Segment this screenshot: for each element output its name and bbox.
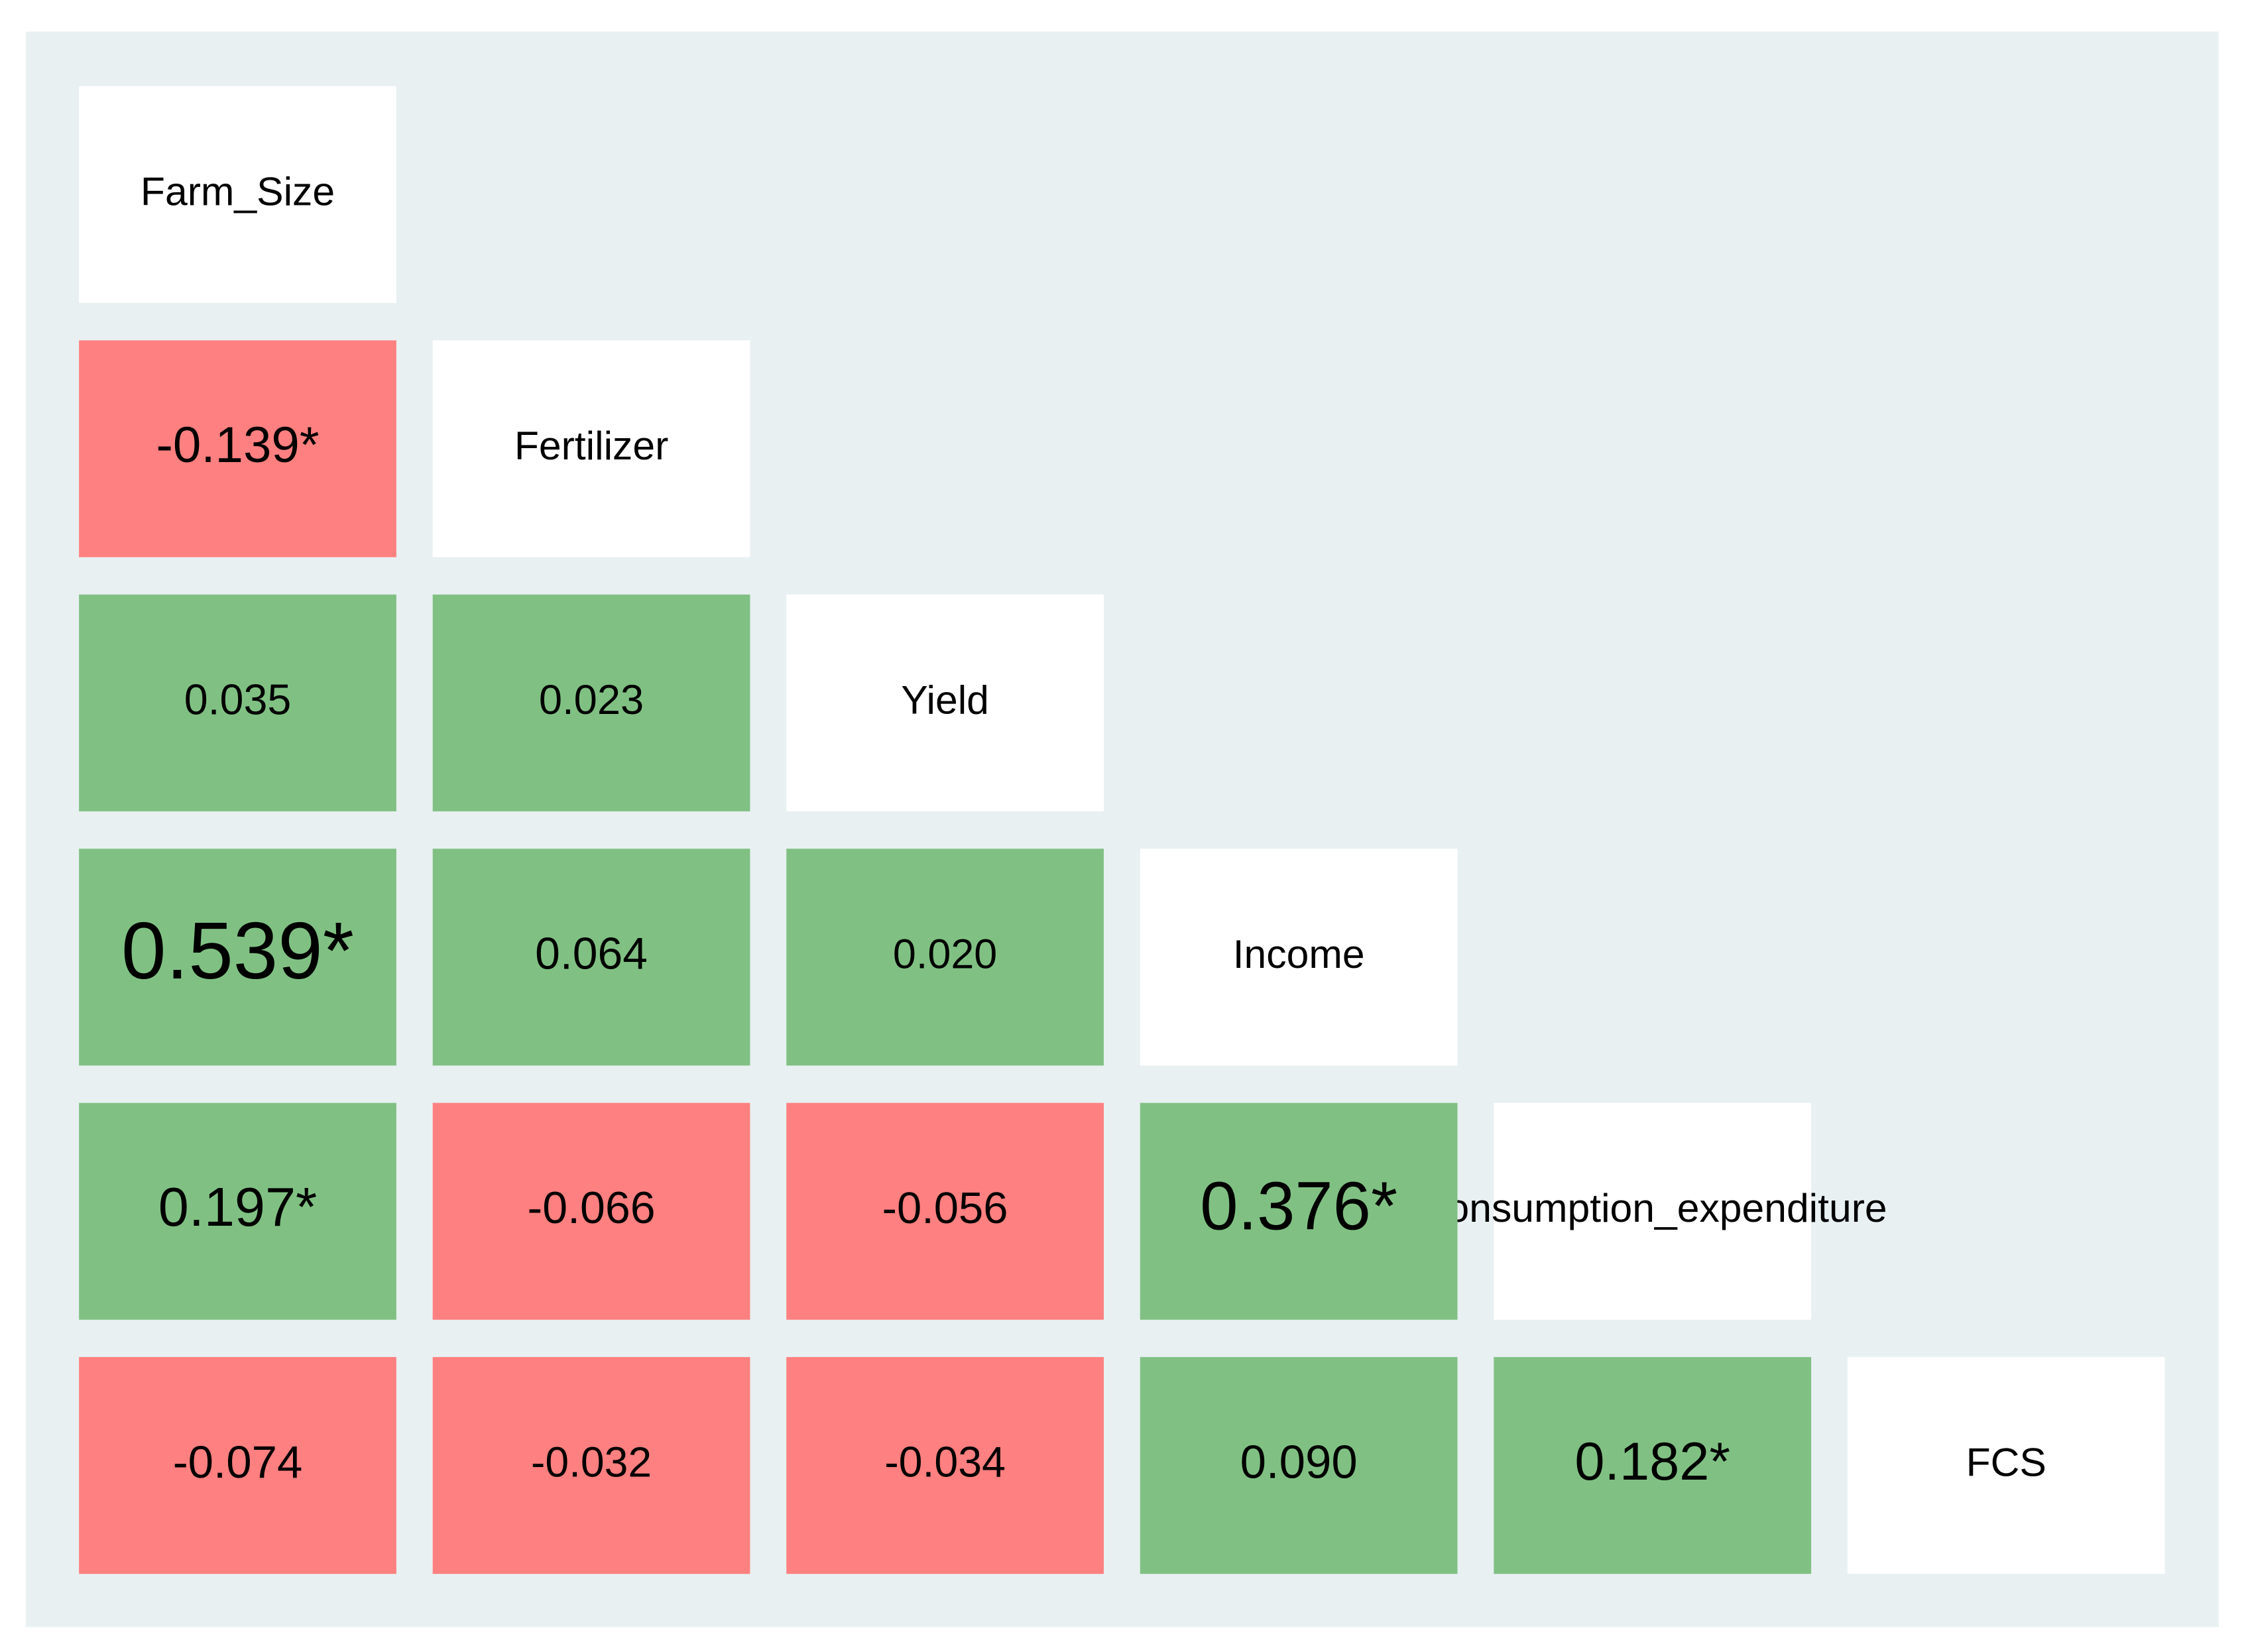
correlation-label: -0.139*: [156, 417, 319, 473]
correlation-cell: [79, 1102, 396, 1320]
correlation-label: 0.376*: [1200, 1167, 1397, 1244]
correlation-label: 0.197*: [158, 1176, 318, 1238]
correlation-label: -0.066: [528, 1183, 656, 1233]
diagonal-cell: [1140, 849, 1458, 1066]
correlation-label: 0.182*: [1574, 1432, 1730, 1492]
correlation-label: -0.056: [882, 1183, 1008, 1233]
correlation-cell: [79, 1357, 396, 1574]
diagonal-cell: [1847, 1357, 2165, 1574]
correlation-cell: [79, 849, 396, 1066]
diagonal-cell: [786, 594, 1104, 811]
variable-label: Yield: [901, 677, 989, 722]
correlation-label: 0.020: [893, 931, 997, 977]
correlation-cell: [1494, 1357, 1812, 1574]
diagonal-cell: [79, 86, 396, 304]
correlation-cell: [786, 849, 1104, 1066]
correlation-label: 0.035: [184, 676, 292, 723]
diagonal-cell: [1494, 1102, 1812, 1320]
correlation-cell: [432, 1102, 750, 1320]
variable-label: Fertilizer: [514, 423, 668, 468]
correlation-label: -0.032: [531, 1439, 652, 1486]
correlation-cell: [432, 849, 750, 1066]
correlation-cell: [786, 1357, 1104, 1574]
correlation-cell: [432, 594, 750, 811]
variable-label: FCS: [1966, 1440, 2046, 1485]
correlation-cell: [1140, 1102, 1458, 1320]
correlation-cell: [786, 1102, 1104, 1320]
correlation-cell: [79, 340, 396, 558]
correlation-label: 0.539*: [121, 906, 354, 996]
diagonal-cell: [432, 340, 750, 558]
correlation-label: -0.074: [173, 1437, 303, 1488]
correlation-cell: [432, 1357, 750, 1574]
correlation-label: 0.064: [535, 929, 648, 979]
correlation-label: 0.023: [539, 677, 644, 723]
variable-label: Income: [1233, 931, 1365, 976]
correlation-cell: [1140, 1357, 1458, 1574]
correlation-cell: [79, 594, 396, 811]
variable-label: Consumption_expenditure: [1418, 1185, 1887, 1230]
correlation-label: -0.034: [884, 1439, 1006, 1486]
correlation-label: 0.090: [1240, 1436, 1358, 1488]
variable-label: Farm_Size: [141, 169, 335, 214]
